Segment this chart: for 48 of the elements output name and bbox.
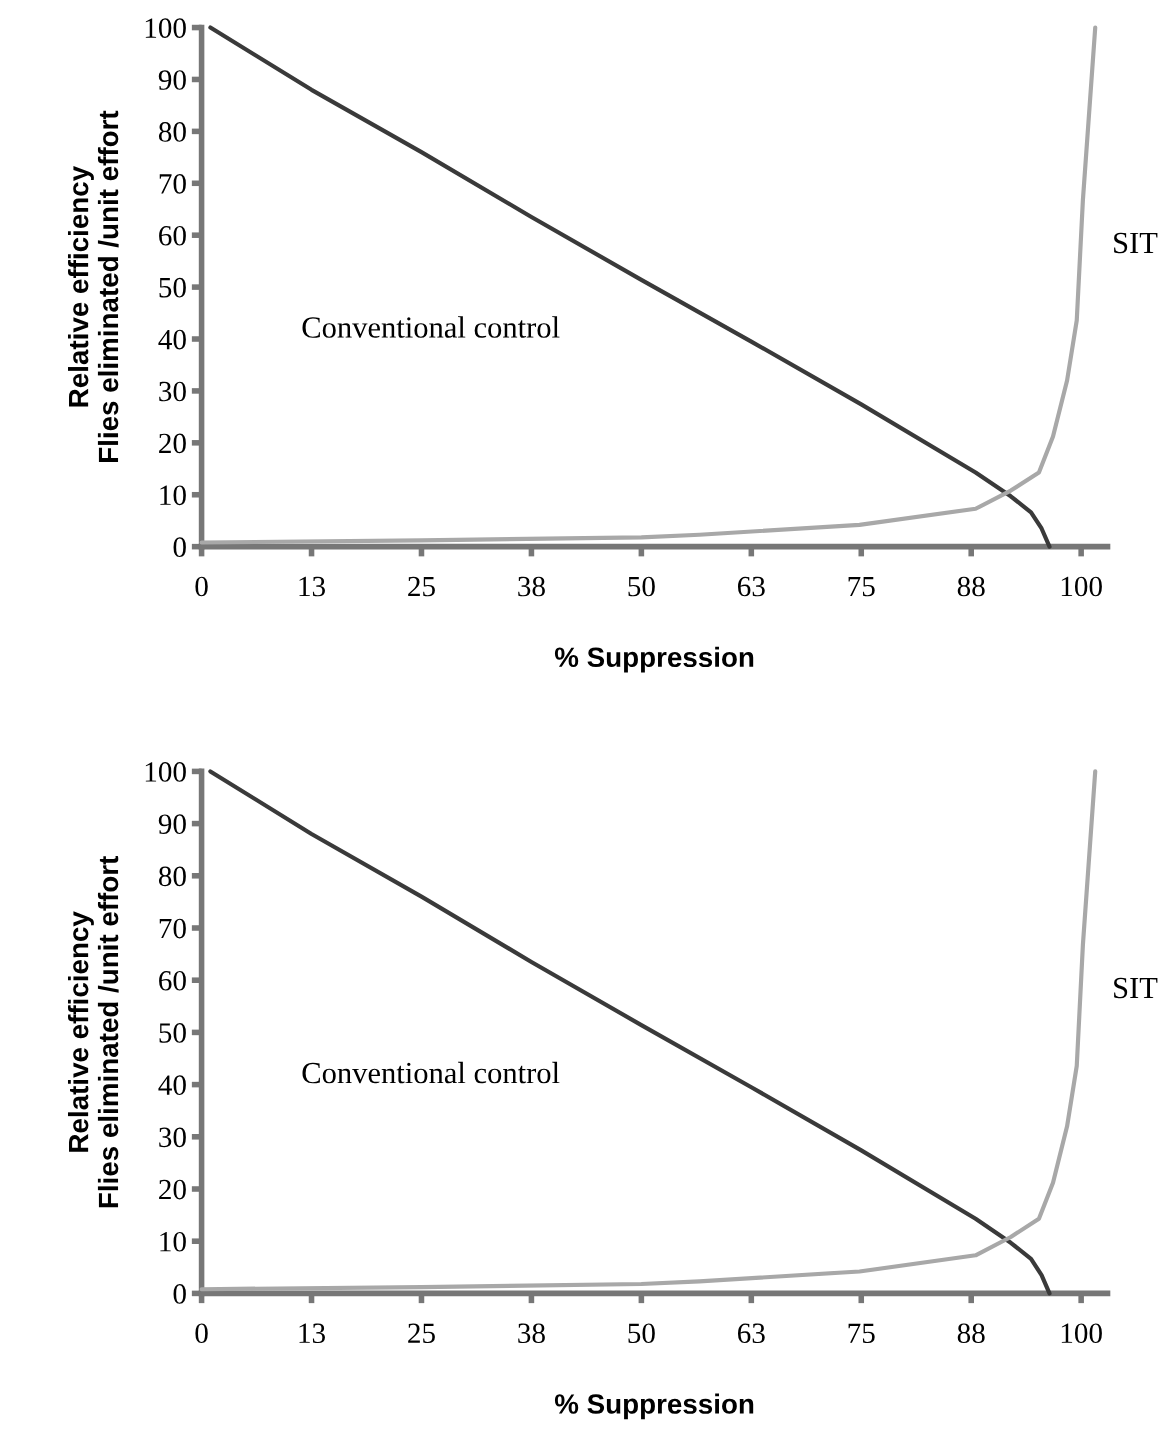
x-tick-label: 0 [195,1323,208,1344]
text: Conventional control [302,316,560,338]
x-tick-label: 75 [848,576,875,597]
y-tick-label: 10 [160,485,186,506]
y-tick-label: 50 [159,277,186,298]
x-tick-label: 100 [1061,576,1102,597]
series-label: SIT [1114,977,1158,999]
x-tick-label: 0 [195,576,208,597]
y-tick-label: 100 [145,18,186,38]
x-tick-label: 13 [299,1323,325,1344]
x-tick-label: 38 [518,1323,545,1344]
y-axis-title: Relative efficiency Flies eliminated /unit effort [67,110,119,462]
y-tick-label: 30 [159,1127,186,1148]
x-tick-label: 50 [628,576,655,597]
y-tick-label: 40 [158,329,186,350]
y-axis-title: Relative efficiency Flies eliminated /unit effort [67,856,119,1208]
y-tick-label: 90 [158,814,186,835]
y-tick-label: 60 [159,225,186,246]
y-tick-label: 80 [158,866,186,887]
x-tick-label: 75 [848,1323,875,1344]
x-tick-label: 63 [737,1323,765,1344]
x-tick-label: 100 [1061,1323,1102,1344]
text: Conventional control [302,1061,560,1084]
y-tick-label: 20 [159,433,186,454]
y-tick-label: 20 [159,1179,186,1200]
y-tick-label: 10 [160,1231,186,1252]
x-tick-label: 25 [408,576,435,597]
y-tick-label: 0 [173,537,186,558]
y-tick-label: 30 [159,381,186,402]
x-axis-title: % Suppression [554,646,754,673]
y-tick-label: 50 [159,1023,186,1043]
y-tick-label: 80 [158,122,186,142]
y-tick-label: 0 [173,1284,186,1304]
x-tick-label: 50 [628,1323,655,1344]
x-tick-label: 88 [957,576,985,597]
x-tick-label: 25 [408,1323,435,1344]
x-tick-label: 63 [737,576,765,597]
y-tick-label: 100 [145,762,186,782]
x-tick-label: 13 [299,576,325,597]
x-tick-label: 88 [957,1323,985,1344]
y-tick-label: 90 [158,70,186,90]
x-tick-label: 38 [518,576,545,597]
series-label: SIT [1114,232,1158,254]
x-axis-title: % Suppression [554,1393,754,1420]
y-tick-label: 40 [158,1075,186,1096]
y-tick-label: 70 [159,174,186,194]
y-tick-label: 60 [159,970,186,991]
y-tick-label: 70 [159,918,186,939]
